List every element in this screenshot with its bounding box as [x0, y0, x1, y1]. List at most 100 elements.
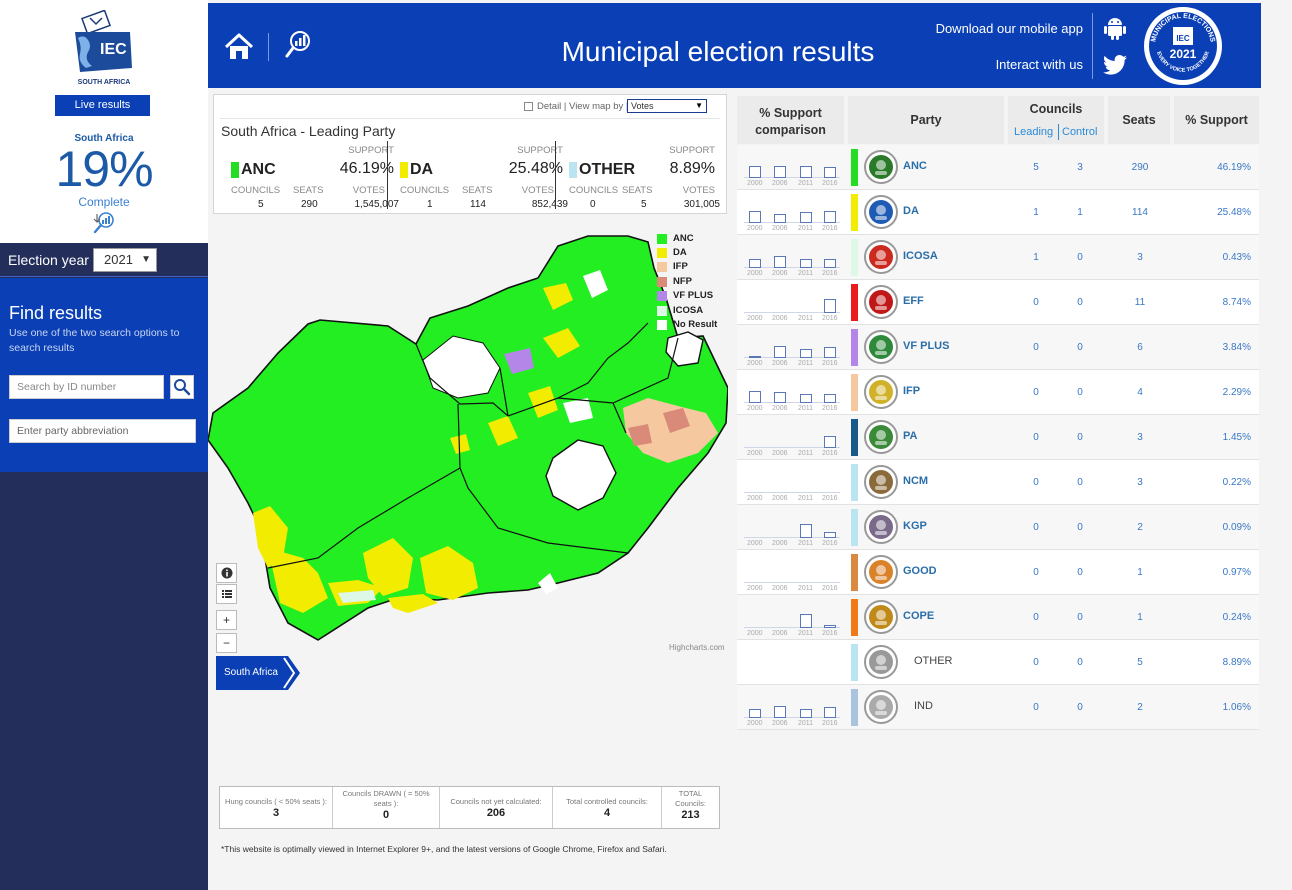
table-row[interactable]: 2000 2006 2011 2016 COPE 0 0 1 0.24%: [737, 595, 1259, 640]
map-region-lesotho[interactable]: [545, 439, 617, 511]
header-seats[interactable]: Seats: [1108, 96, 1170, 144]
party-logo[interactable]: [864, 240, 898, 274]
map-region-kzn-3[interactable]: [628, 424, 652, 446]
table-row[interactable]: 2000 2006 2011 2016 ICOSA 1 0 3 0.43%: [737, 235, 1259, 280]
map-region-nc-2[interactable]: [538, 573, 558, 594]
map-region-botswana-gap[interactable]: [422, 335, 501, 399]
map-credit[interactable]: Highcharts.com: [669, 643, 725, 652]
sparkline-year-label: 2000: [747, 585, 763, 592]
party-logo[interactable]: [864, 555, 898, 589]
party-logo[interactable]: [864, 420, 898, 454]
map-region-nw-2[interactable]: [504, 348, 534, 374]
table-row[interactable]: 2000 2006 2011 2016 GOOD 0 0 1 0.97%: [737, 550, 1259, 595]
legend-item-nfp[interactable]: NFP: [657, 276, 737, 288]
party-abbreviation-input[interactable]: Enter party abbreviation: [9, 419, 196, 443]
table-row[interactable]: 2000 2006 2011 2016 EFF 0 0 11 8.74%: [737, 280, 1259, 325]
legend-item-no-result[interactable]: No Result: [657, 319, 737, 331]
party-name[interactable]: VF PLUS: [903, 340, 950, 352]
party-name[interactable]: EFF: [903, 295, 924, 307]
map-info-button[interactable]: [216, 563, 237, 583]
party-name[interactable]: ANC: [903, 160, 927, 172]
view-map-by-select[interactable]: Votes ▼: [627, 99, 707, 113]
map-region-nw-1[interactable]: [543, 328, 580, 358]
map-region-nc-1[interactable]: [450, 434, 470, 454]
map-region-gp-2[interactable]: [528, 386, 558, 418]
home-icon[interactable]: [223, 31, 255, 63]
party-logo[interactable]: [864, 150, 898, 184]
search-button[interactable]: [170, 375, 194, 399]
legend-item-vf-plus[interactable]: VF PLUS: [657, 290, 737, 302]
party-logo[interactable]: [864, 690, 898, 724]
sparkline-year-label: 2011: [798, 180, 814, 187]
map-region-wc-4[interactable]: [363, 538, 413, 596]
seats-value: 2: [1137, 702, 1143, 713]
map-region-eswatini[interactable]: [665, 331, 704, 367]
seats-label: SEATS: [293, 185, 324, 196]
party-logo[interactable]: [864, 510, 898, 544]
map-region-ec-2[interactable]: [388, 594, 438, 613]
breadcrumb-item-south-africa[interactable]: South Africa: [224, 667, 278, 678]
map-region-gp-1[interactable]: [543, 283, 573, 310]
header-party[interactable]: Party: [848, 96, 1004, 144]
header-support-comparison[interactable]: % Support comparison: [737, 96, 844, 144]
header-support[interactable]: % Support: [1174, 96, 1259, 144]
party-logo[interactable]: [864, 195, 898, 229]
table-row[interactable]: 2000 2006 2011 2016 ANC 5 3 290 46.19%: [737, 145, 1259, 190]
stat-value: 0: [382, 809, 390, 821]
twitter-icon[interactable]: [1103, 55, 1127, 75]
party-logo[interactable]: [864, 285, 898, 319]
download-app-link[interactable]: Download our mobile app: [935, 21, 1083, 36]
table-row[interactable]: 2000 2006 2011 2016 DA 1 1 114 25.48%: [737, 190, 1259, 235]
statistics-icon[interactable]: [285, 30, 311, 64]
iec-logo[interactable]: IEC: [70, 9, 136, 78]
map-region-fs-1[interactable]: [488, 416, 518, 446]
zoom-in-button[interactable]: +: [216, 610, 237, 630]
party-logo[interactable]: [864, 600, 898, 634]
table-row[interactable]: 2000 2006 2011 2016 PA 0 0 3 1.45%: [737, 415, 1259, 460]
party-name[interactable]: GOOD: [903, 565, 937, 577]
party-logo[interactable]: [864, 375, 898, 409]
map-region-wc-5[interactable]: [338, 590, 376, 603]
party-logo[interactable]: [864, 330, 898, 364]
table-row[interactable]: 2000 2006 2011 2016 NCM 0 0 3 0.22%: [737, 460, 1259, 505]
results-chart-icon[interactable]: [93, 212, 115, 236]
live-results-button[interactable]: Live results: [55, 95, 150, 116]
legend-item-ifp[interactable]: IFP: [657, 261, 737, 273]
map-region-kzn-2[interactable]: [663, 408, 690, 433]
map-region-mp-1[interactable]: [583, 270, 608, 298]
legend-item-da[interactable]: DA: [657, 247, 737, 259]
party-name[interactable]: COPE: [903, 610, 935, 622]
party-logo[interactable]: [864, 645, 898, 679]
zoom-out-button[interactable]: −: [216, 633, 237, 653]
detail-checkbox[interactable]: [524, 102, 533, 111]
table-row[interactable]: 2000 2006 2011 2016 VF PLUS 0 0 6 3.84%: [737, 325, 1259, 370]
party-name[interactable]: NCM: [903, 475, 929, 487]
sparkline-year-label: 2000: [747, 270, 763, 277]
sparkline-year-label: 2006: [772, 585, 788, 592]
party-name[interactable]: KGP: [903, 520, 927, 532]
legend-item-anc[interactable]: ANC: [657, 233, 737, 245]
party-name[interactable]: ICOSA: [903, 250, 938, 262]
party-name[interactable]: PA: [903, 430, 918, 442]
id-number-search-input[interactable]: Search by ID number: [9, 375, 164, 399]
table-row[interactable]: 2000 2006 2011 2016 KGP 0 0 2 0.09%: [737, 505, 1259, 550]
interact-link[interactable]: Interact with us: [995, 57, 1083, 72]
party-logo[interactable]: [864, 465, 898, 499]
legend-item-icosa[interactable]: ICOSA: [657, 305, 737, 317]
map-region-ec-1[interactable]: [420, 546, 478, 600]
table-row[interactable]: 2000 2006 2011 2016 IND 0 0 2 1.06%: [737, 685, 1259, 730]
header-control[interactable]: Control: [1062, 126, 1098, 138]
election-year-select[interactable]: 2021 ▼: [93, 248, 157, 272]
header-leading[interactable]: Leading: [1014, 126, 1054, 138]
party-name[interactable]: IFP: [903, 385, 921, 397]
map-region-wc-2[interactable]: [268, 548, 328, 613]
map-region-mp-2[interactable]: [563, 398, 593, 423]
map-list-button[interactable]: [216, 584, 237, 604]
results-map[interactable]: [207, 228, 729, 648]
support-sparkline: 2000 2006 2011 2016: [744, 155, 840, 187]
table-row[interactable]: 2000 2006 2011 2016 IFP 0 0 4 2.29%: [737, 370, 1259, 415]
party-name[interactable]: DA: [903, 205, 919, 217]
map-country[interactable]: [207, 235, 729, 641]
table-row[interactable]: OTHER 0 0 5 8.89%: [737, 640, 1259, 685]
android-icon[interactable]: [1104, 16, 1126, 40]
